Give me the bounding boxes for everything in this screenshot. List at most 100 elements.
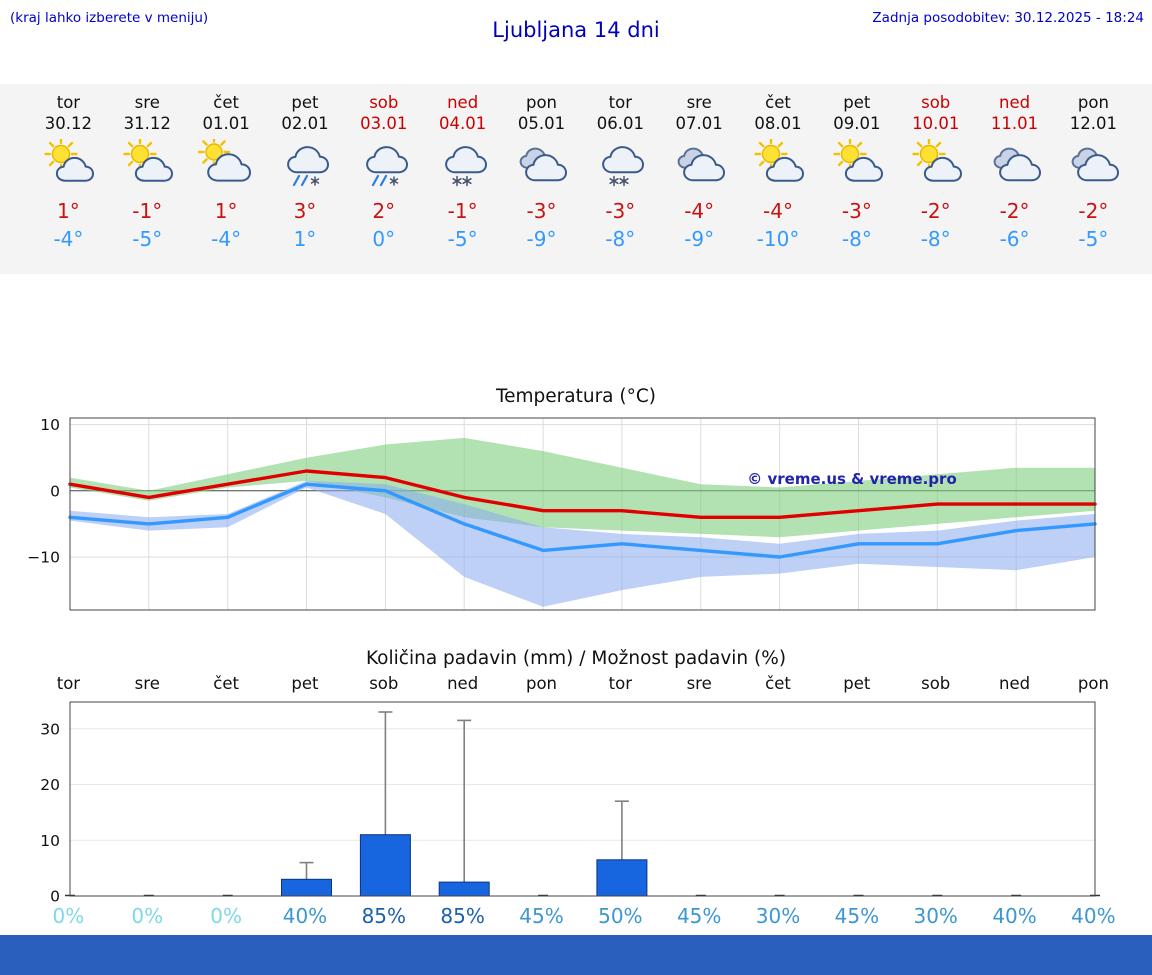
day-name: sob bbox=[369, 93, 399, 112]
watermark-link[interactable]: © vreme.us & vreme.pro bbox=[747, 470, 957, 488]
precip-probability: 40% bbox=[1071, 904, 1116, 928]
low-temp: -10° bbox=[756, 227, 800, 251]
day-name: sre bbox=[134, 93, 160, 112]
precip-probability: 45% bbox=[519, 904, 564, 928]
precip-day-label: sob bbox=[921, 674, 951, 693]
low-temp: -9° bbox=[526, 227, 557, 251]
day-date: 12.01 bbox=[1069, 114, 1118, 133]
day-name: čet bbox=[213, 93, 239, 112]
high-temp: 2° bbox=[372, 199, 396, 223]
day-date: 05.01 bbox=[517, 114, 566, 133]
temperature-chart-title: Temperatura (°C) bbox=[495, 386, 657, 407]
header: (kraj lahko izberete v meniju) Ljubljana… bbox=[0, 0, 1152, 54]
forecast-day-column: pon 05.01 -3° -9° bbox=[502, 92, 581, 274]
high-temp: -1° bbox=[132, 199, 163, 223]
precip-probability: 45% bbox=[834, 904, 880, 928]
day-name: pet bbox=[843, 93, 871, 112]
low-temp: -8° bbox=[841, 227, 872, 251]
forecast-day-column: sre 31.12 -1° -5° bbox=[108, 92, 187, 274]
precip-day-label: sre bbox=[686, 674, 712, 693]
day-date: 02.01 bbox=[281, 114, 329, 133]
day-date: 31.12 bbox=[123, 114, 171, 133]
day-name: ned bbox=[447, 93, 479, 112]
day-date: 06.01 bbox=[596, 114, 644, 133]
high-temp: 1° bbox=[57, 199, 80, 223]
cloud-icon bbox=[975, 139, 1054, 193]
precip-day-label: pon bbox=[1077, 674, 1109, 693]
precip-bar bbox=[359, 834, 411, 897]
daily-forecast-strip: tor 30.12 1° -4° sre 31.12 -1° -5° čet 01.01 1° -4°… bbox=[0, 84, 1152, 274]
forecast-day-column: čet 08.01 -4° -10° bbox=[739, 92, 818, 274]
precip-day-label: čet bbox=[765, 674, 791, 693]
day-date: 07.01 bbox=[675, 114, 723, 133]
high-temp: -2° bbox=[920, 199, 951, 223]
page-title: Ljubljana 14 dni bbox=[492, 18, 660, 42]
precip-bar bbox=[596, 859, 648, 897]
day-date: 10.01 bbox=[912, 114, 960, 133]
sleet-icon bbox=[266, 139, 345, 193]
svg-text:20: 20 bbox=[40, 776, 60, 794]
cloud-sun-icon bbox=[187, 135, 266, 193]
forecast-day-column: pon 12.01 -2° -5° bbox=[1054, 92, 1133, 274]
day-name: pon bbox=[1077, 93, 1109, 112]
high-temp: -1° bbox=[447, 199, 478, 223]
bottom-nav-bar bbox=[0, 935, 1152, 975]
low-temp: 1° bbox=[293, 227, 317, 251]
low-temp: 0° bbox=[372, 227, 396, 251]
low-temp: -9° bbox=[684, 227, 715, 251]
sun-cloud-icon bbox=[739, 137, 818, 193]
cloud-icon bbox=[1054, 139, 1133, 193]
forecast-day-column: čet 01.01 1° -4° bbox=[187, 92, 266, 274]
day-name: tor bbox=[56, 93, 81, 112]
svg-text:10: 10 bbox=[40, 416, 60, 434]
svg-text:0: 0 bbox=[50, 482, 60, 500]
sun-cloud-icon bbox=[29, 137, 108, 193]
svg-text:10: 10 bbox=[40, 832, 60, 850]
forecast-day-column: tor 30.12 1° -4° bbox=[29, 92, 108, 274]
high-temp: -3° bbox=[605, 199, 636, 223]
precip-probability: 0% bbox=[210, 904, 242, 928]
menu-hint: (kraj lahko izberete v meniju) bbox=[10, 10, 209, 26]
forecast-day-column: sre 07.01 -4° -9° bbox=[660, 92, 739, 274]
day-date: 11.01 bbox=[990, 114, 1039, 133]
precip-day-label-row: tor sre čet pet sob ned pon tor sre čet pet sob ned p… bbox=[0, 674, 1152, 700]
day-name: tor bbox=[608, 93, 632, 112]
precip-probability: 30% bbox=[755, 904, 801, 928]
day-date: 30.12 bbox=[44, 114, 93, 133]
low-temp: -5° bbox=[1078, 227, 1109, 251]
min-temp-line bbox=[68, 482, 1097, 559]
high-temp: -4° bbox=[684, 199, 715, 223]
forecast-day-column: pet 09.01 -3° -8° bbox=[817, 92, 896, 274]
high-temp: 3° bbox=[293, 199, 317, 223]
precip-probability: 40% bbox=[282, 904, 328, 928]
low-temp: -5° bbox=[447, 227, 478, 251]
precip-probability: 85% bbox=[440, 904, 485, 928]
precip-day-label: sob bbox=[369, 674, 399, 693]
precipitation-chart-title: Količina padavin (mm) / Možnost padavin … bbox=[365, 648, 787, 669]
low-temp: -4° bbox=[53, 227, 84, 251]
high-temp: -3° bbox=[841, 199, 872, 223]
forecast-day-column: pet 02.01 3° 1° bbox=[266, 92, 345, 274]
forecast-day-column: ned 04.01 -1° -5° bbox=[423, 92, 502, 274]
precip-day-label: pon bbox=[525, 674, 557, 693]
precip-day-label: ned bbox=[447, 674, 479, 693]
precipitation-chart: 0 10 20 30 bbox=[0, 700, 1152, 904]
snow-icon bbox=[423, 139, 502, 193]
precip-day-label: čet bbox=[213, 674, 239, 693]
precip-probability: 85% bbox=[361, 904, 407, 928]
day-date: 04.01 bbox=[439, 114, 487, 133]
precip-probability: 50% bbox=[598, 904, 643, 928]
day-date: 01.01 bbox=[202, 114, 250, 133]
precip-day-label: tor bbox=[56, 674, 81, 693]
precip-day-label: pet bbox=[843, 674, 871, 693]
last-updated: Zadnja posodobitev: 30.12.2025 - 18:24 bbox=[872, 10, 1144, 26]
day-name: sob bbox=[921, 93, 951, 112]
low-temp: -6° bbox=[999, 227, 1030, 251]
low-temp: -5° bbox=[132, 227, 163, 251]
high-temp: -2° bbox=[1078, 199, 1109, 223]
svg-text:−10: −10 bbox=[27, 549, 60, 567]
low-temp: -8° bbox=[920, 227, 951, 251]
cloud-icon bbox=[502, 139, 581, 193]
low-temp: -4° bbox=[211, 227, 242, 251]
forecast-day-column: ned 11.01 -2° -6° bbox=[975, 92, 1054, 274]
